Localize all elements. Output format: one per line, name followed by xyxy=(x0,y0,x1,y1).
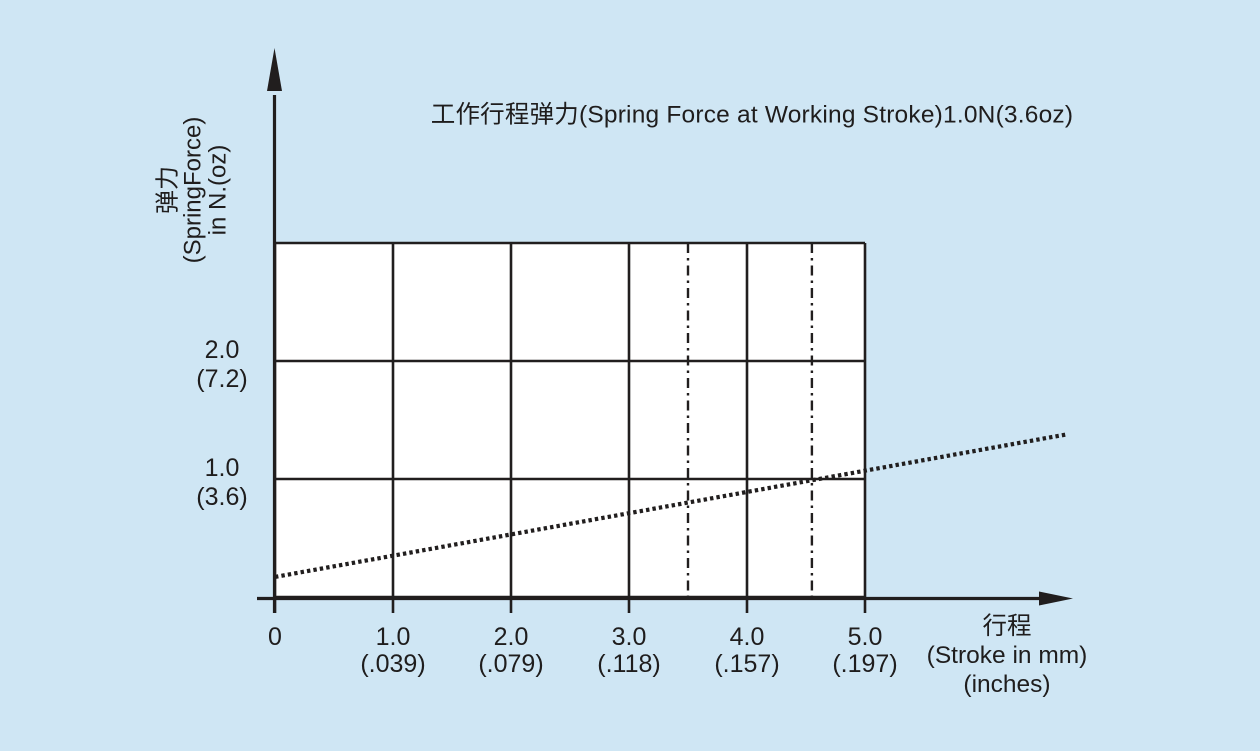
chart-title: 工作行程弹力(Spring Force at Working Stroke)1.… xyxy=(430,101,1074,129)
y-tick-ounce-value: (3.6) xyxy=(196,483,248,511)
y-tick-newton-value: 2.0 xyxy=(204,336,240,364)
x-axis-arrowhead xyxy=(1039,591,1073,606)
x-tick-label: 5.0 (.197) xyxy=(832,624,897,678)
y-axis-label: 弹力 (SpringForce) in N.(oz) xyxy=(154,116,232,264)
x-axis-label-line-unit: (inches) xyxy=(963,671,1051,698)
x-tick-label: 1.0 (.039) xyxy=(360,624,425,678)
x-axis-label-line-cn: 行程 xyxy=(982,613,1032,640)
x-tick-label: 3.0 (.118) xyxy=(597,624,660,678)
x-axis-label: 行程 (Stroke in mm) (inches) xyxy=(927,612,1088,699)
x-tick-inch-value: (.079) xyxy=(478,650,544,678)
x-tick-label: 4.0 (.157) xyxy=(714,624,779,678)
y-tick-newton-value: 1.0 xyxy=(204,454,240,482)
x-tick-label: 0 xyxy=(268,624,282,651)
spring-force-dotted-line xyxy=(274,432,1069,580)
x-tick-inch-value: (.157) xyxy=(714,650,780,678)
x-tick-mm-value: 4.0 xyxy=(729,623,765,651)
y-tick-ounce-value: (7.2) xyxy=(196,365,248,393)
x-tick-mm-value: 2.0 xyxy=(493,623,529,651)
x-axis-label-line-en: (Stroke in mm) xyxy=(926,642,1088,669)
x-tick-mm-value: 5.0 xyxy=(847,623,883,651)
x-tick-inch-value: (.039) xyxy=(360,650,426,678)
x-tick-label: 2.0 (.079) xyxy=(478,624,543,678)
y-tick-label: 2.0 (7.2) xyxy=(196,336,247,394)
x-tick-inch-value: (.197) xyxy=(832,650,898,678)
y-axis-arrowhead xyxy=(267,48,282,91)
y-axis-label-line-unit: in N.(oz) xyxy=(204,144,232,236)
y-axis-label-line-en: (SpringForce) xyxy=(179,116,207,264)
plot-background xyxy=(275,243,865,597)
x-tick-mm-value: 1.0 xyxy=(375,623,411,651)
x-tick-mm-value: 3.0 xyxy=(611,623,647,651)
x-tick-mm-value: 0 xyxy=(268,623,282,651)
x-tick-inch-value: (.118) xyxy=(597,650,661,678)
y-tick-label: 1.0 (3.6) xyxy=(196,454,247,512)
y-axis-label-line-cn: 弹力 xyxy=(154,166,182,214)
